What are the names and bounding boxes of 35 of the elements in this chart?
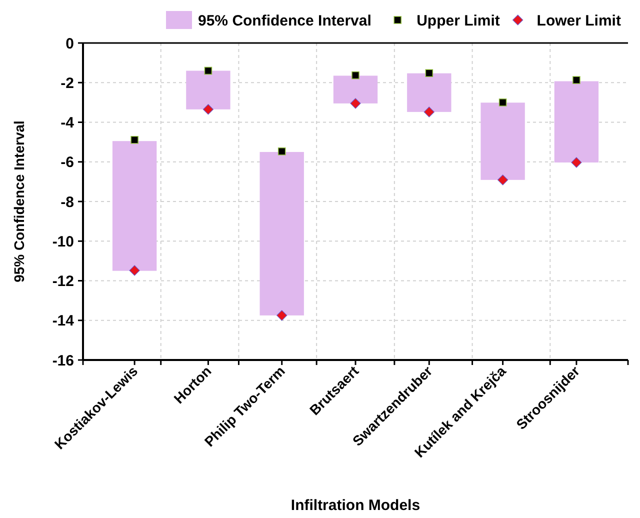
bar	[112, 141, 157, 271]
point	[424, 106, 434, 118]
bar	[480, 102, 525, 180]
bar	[407, 73, 452, 112]
point	[572, 76, 580, 84]
y-tick-label: -12	[52, 273, 74, 290]
bar	[186, 70, 230, 110]
legend-label: Upper Limit	[416, 12, 500, 30]
y-tick-label: -4	[60, 114, 75, 132]
point	[204, 66, 212, 75]
y-tick-label: -10	[52, 233, 74, 250]
point	[571, 157, 582, 168]
y-tick-label: -16	[52, 352, 74, 370]
point	[276, 310, 288, 321]
point	[425, 69, 434, 78]
y-tick-label: 0	[66, 35, 74, 52]
y-tick-label: -8	[60, 194, 74, 211]
bar	[260, 152, 304, 316]
point	[130, 136, 138, 144]
point	[498, 98, 507, 106]
y-tick-label: -2	[60, 74, 74, 92]
y-axis-title: 95% Confidence Interval	[11, 120, 27, 282]
y-tick-label: -6	[60, 154, 74, 172]
x-axis-title: Infiltration Models	[290, 497, 420, 514]
point	[202, 104, 214, 115]
legend-label: 95% Confidence Interval	[198, 12, 372, 30]
point	[129, 265, 140, 276]
y-tick-label: -14	[52, 312, 75, 330]
bar	[554, 81, 599, 162]
point	[497, 174, 508, 186]
legend-label: Lower Limit	[536, 12, 621, 30]
point	[278, 147, 286, 156]
point	[350, 98, 361, 109]
point	[352, 71, 360, 80]
bar	[333, 76, 378, 104]
